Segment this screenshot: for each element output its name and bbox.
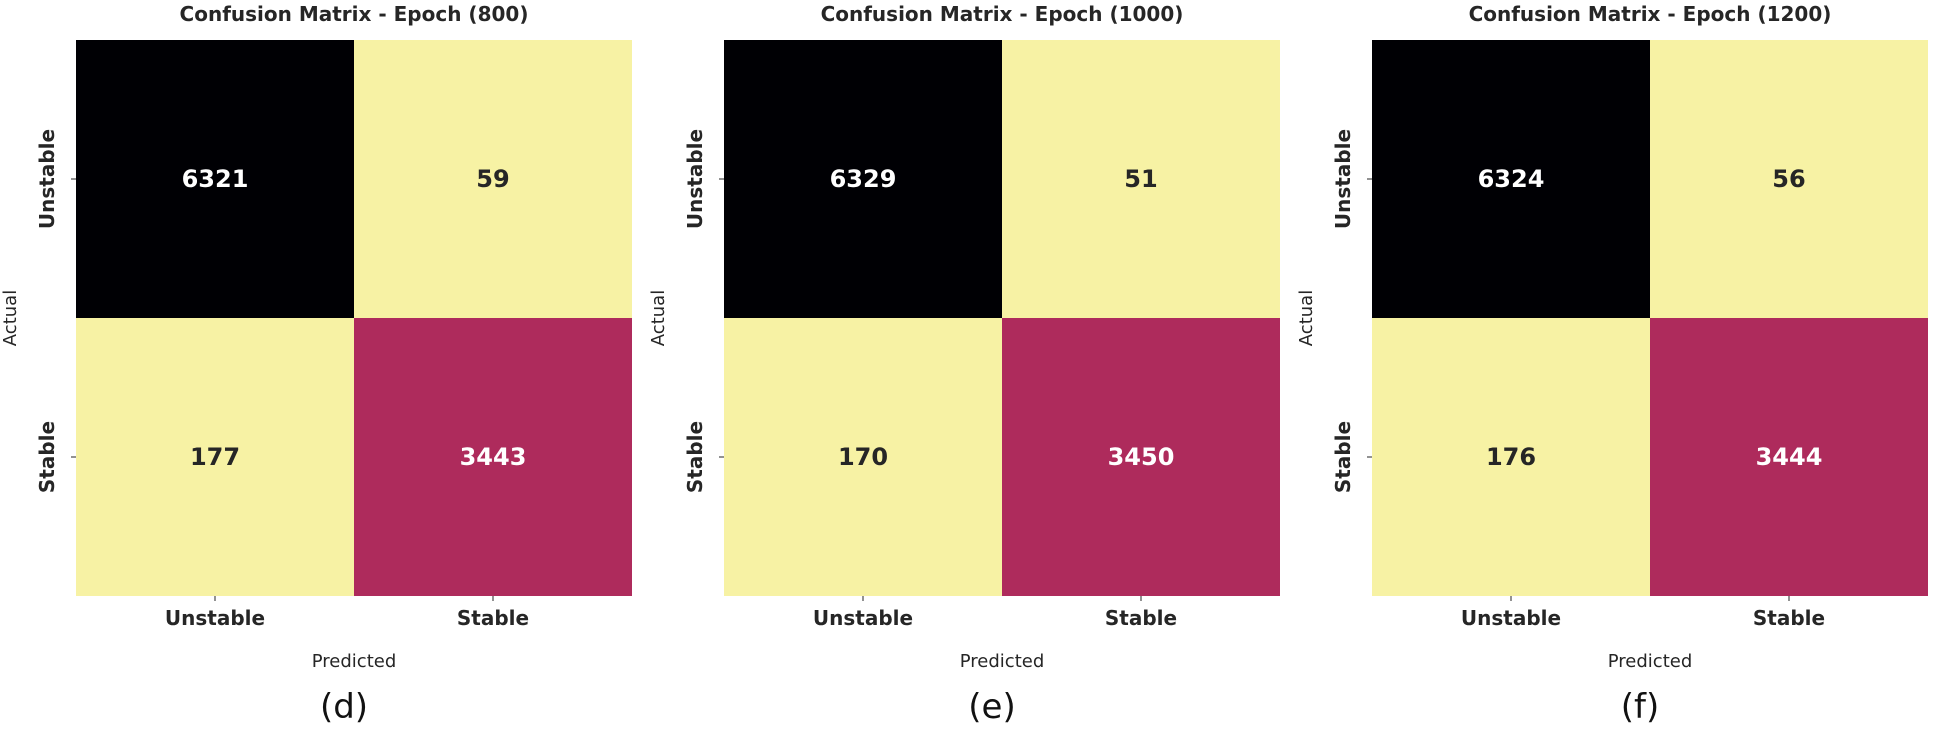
chart-title: Confusion Matrix - Epoch (1000) (821, 2, 1184, 26)
cell-value-label: 3444 (1756, 443, 1823, 471)
cell-value-label: 56 (1772, 165, 1805, 193)
heatmap-cell (1002, 318, 1280, 596)
x-tick-label: Stable (1753, 606, 1825, 630)
y-tick-label: Unstable (35, 129, 59, 229)
panel-label: (f) (1621, 687, 1660, 727)
cell-value-label: 3443 (460, 443, 527, 471)
x-tick-label: Stable (1105, 606, 1177, 630)
y-axis-label: Actual (1296, 290, 1317, 346)
heatmap-cell (1650, 318, 1928, 596)
heatmap-cell (76, 40, 354, 318)
cell-value-label: 59 (476, 165, 509, 193)
heatmap-cell (1372, 318, 1650, 596)
x-tick-label: Stable (457, 606, 529, 630)
x-tick-label: Unstable (813, 606, 913, 630)
cell-value-label: 176 (1486, 443, 1536, 471)
y-tick-label: Unstable (1331, 129, 1355, 229)
heatmap-cell (354, 318, 632, 596)
cell-value-label: 6321 (182, 165, 249, 193)
y-axis-label: Actual (648, 290, 669, 346)
x-axis-label: Predicted (1608, 651, 1693, 672)
cell-value-label: 3450 (1108, 443, 1175, 471)
heatmap-cell (354, 40, 632, 318)
cell-value-label: 170 (838, 443, 888, 471)
heatmap-cell (724, 318, 1002, 596)
y-axis-label: Actual (0, 290, 21, 346)
x-tick-label: Unstable (165, 606, 265, 630)
chart-title: Confusion Matrix - Epoch (800) (180, 2, 529, 26)
x-axis-label: Predicted (312, 651, 397, 672)
heatmap-cell (1002, 40, 1280, 318)
cell-value-label: 6324 (1478, 165, 1545, 193)
y-tick-label: Stable (35, 421, 59, 493)
heatmap-cell (724, 40, 1002, 318)
x-tick-label: Unstable (1461, 606, 1561, 630)
heatmap-cell (1650, 40, 1928, 318)
panel-label: (e) (968, 687, 1015, 727)
heatmap-cell (76, 318, 354, 596)
cell-value-label: 51 (1124, 165, 1157, 193)
y-tick-label: Stable (683, 421, 707, 493)
chart-title: Confusion Matrix - Epoch (1200) (1469, 2, 1832, 26)
x-axis-label: Predicted (960, 651, 1045, 672)
cell-value-label: 177 (190, 443, 240, 471)
cell-value-label: 6329 (830, 165, 897, 193)
y-tick-label: Unstable (683, 129, 707, 229)
panel-label: (d) (320, 687, 368, 727)
y-tick-label: Stable (1331, 421, 1355, 493)
heatmap-cell (1372, 40, 1650, 318)
